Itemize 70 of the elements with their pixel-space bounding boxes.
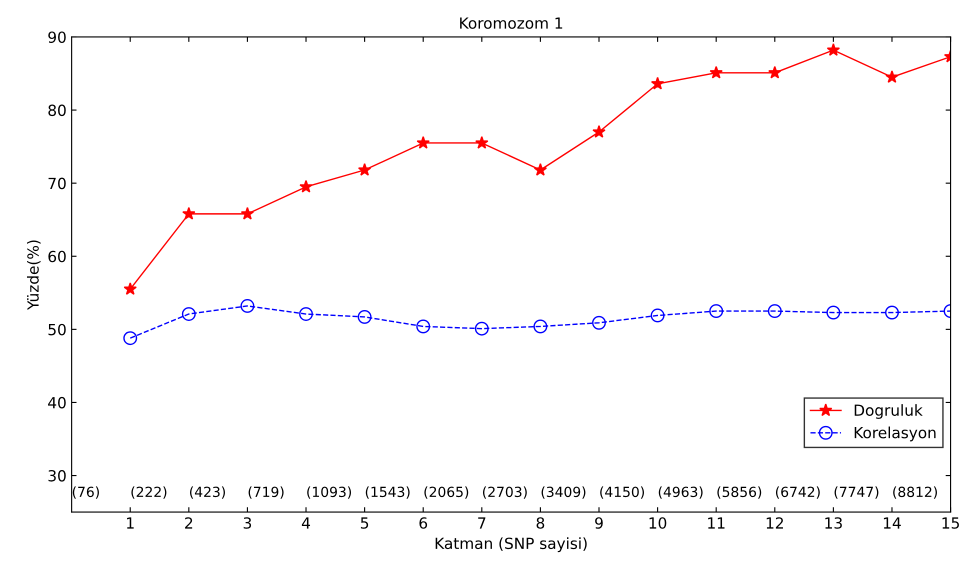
y-tick-label: 40 [48, 396, 66, 408]
x-tick-label: 15 [942, 517, 959, 529]
y-tick-label: 60 [48, 250, 66, 262]
point [534, 163, 548, 176]
x-tick-label: 11 [708, 517, 724, 529]
y-tick-label: 80 [48, 104, 66, 116]
y-tick-label: 70 [48, 178, 66, 190]
annotation: (1543) [366, 486, 410, 499]
x-tick-label: 5 [360, 517, 368, 529]
x-tick-label: 10 [650, 517, 666, 529]
legend-label: Korelasyon [854, 426, 936, 442]
point [826, 43, 840, 56]
point [592, 316, 606, 330]
x-tick-label: 4 [302, 517, 310, 529]
point [533, 319, 548, 334]
point [240, 206, 254, 220]
annotation: (6742) [776, 486, 820, 499]
y-tick-label: 30 [48, 470, 66, 482]
annotation: (719) [248, 486, 284, 499]
point [182, 307, 196, 321]
point [709, 304, 724, 318]
point [416, 319, 430, 334]
point [885, 306, 899, 320]
annotation: (4150) [600, 486, 644, 499]
x-tick-label: 12 [766, 517, 783, 529]
x-tick-label: 14 [884, 517, 901, 529]
annotation: (2703) [483, 486, 527, 499]
x-tick-label: 3 [244, 517, 252, 529]
point [592, 125, 606, 138]
point [826, 306, 840, 320]
annotation: (3409) [542, 486, 586, 499]
point [474, 322, 489, 336]
y-axis-title: Yüzde(%) [26, 240, 41, 310]
chart-title: Koromozom 1 [460, 18, 562, 29]
point [124, 282, 137, 295]
annotation: (5856) [717, 486, 762, 499]
point [768, 66, 782, 79]
annotation: (1093) [307, 486, 352, 499]
x-tick-label: 2 [185, 517, 192, 529]
y-tick-label: 90 [48, 31, 66, 44]
annotation: (76) [72, 486, 99, 499]
point [358, 163, 372, 176]
point [885, 70, 899, 83]
annotation: (4963) [658, 486, 703, 499]
point [650, 308, 665, 322]
point [475, 136, 488, 149]
x-tick-label: 8 [536, 517, 544, 529]
annotation: (8812) [893, 486, 937, 499]
x-tick-label: 6 [419, 517, 428, 529]
annotation: (2065) [424, 486, 468, 499]
point [650, 76, 664, 90]
point [299, 307, 313, 321]
point [416, 136, 430, 149]
annotation: (423) [190, 486, 225, 499]
point [123, 331, 138, 346]
point [358, 310, 372, 324]
legend-label: Dogruluk [854, 404, 923, 419]
annotation: (7747) [834, 486, 878, 499]
point [299, 180, 313, 193]
y-tick-label: 50 [48, 324, 66, 336]
x-tick-label: 13 [825, 517, 842, 529]
point [768, 304, 782, 318]
point [710, 66, 723, 79]
point [240, 299, 254, 313]
x-tick-label: 9 [595, 517, 603, 529]
point [182, 206, 196, 220]
x-axis-title: Katman (SNP sayisi) [436, 537, 587, 552]
annotation: (222) [131, 486, 166, 499]
x-tick-label: 1 [127, 517, 134, 529]
x-tick-label: 7 [478, 517, 486, 529]
